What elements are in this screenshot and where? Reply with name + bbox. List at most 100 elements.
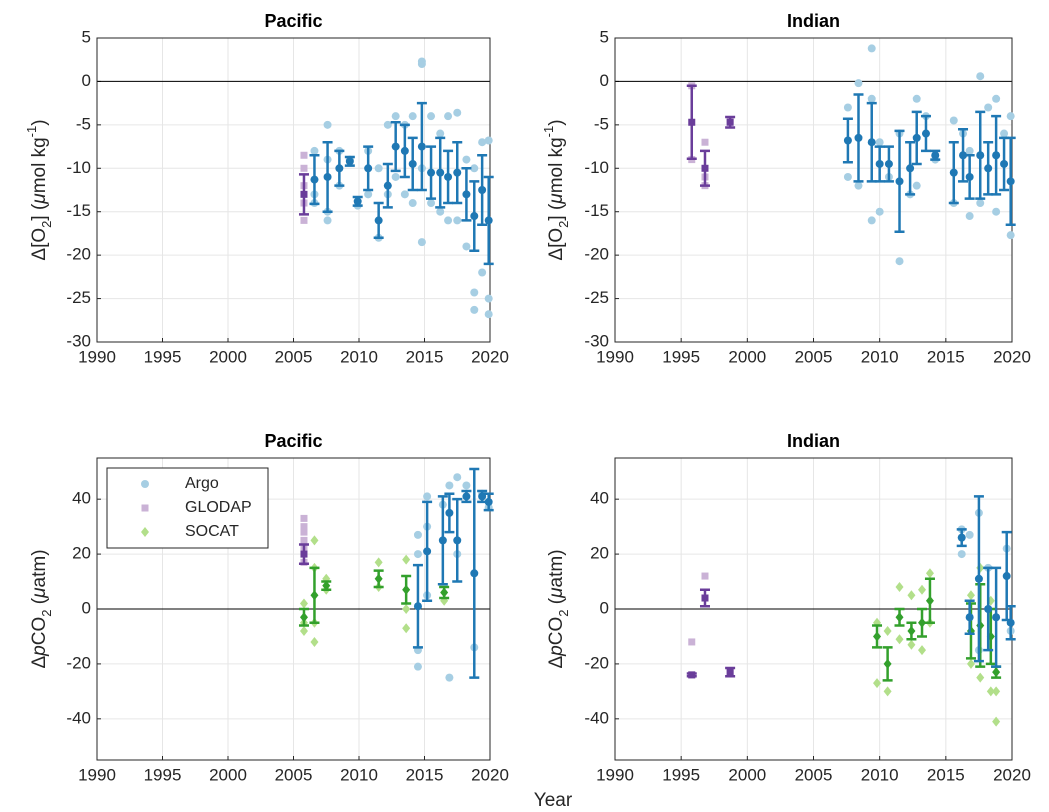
mean-marker <box>453 536 462 545</box>
point <box>867 94 876 103</box>
y-axis-label-part: μ <box>546 193 567 205</box>
y-axis-label-part: 2 <box>556 610 571 617</box>
mean-marker <box>345 157 354 166</box>
mean-marker <box>873 631 882 642</box>
point <box>688 638 696 646</box>
point <box>462 242 471 251</box>
point <box>966 590 975 601</box>
y-axis-label-part: CO <box>29 617 50 646</box>
mean-marker <box>965 172 974 181</box>
point <box>310 636 319 647</box>
x-tick-label: 1995 <box>662 347 700 366</box>
point <box>918 645 927 656</box>
point <box>484 136 493 145</box>
point <box>402 554 411 565</box>
point <box>992 716 1001 727</box>
point <box>408 199 417 208</box>
point <box>843 172 852 181</box>
x-tick-label: 1990 <box>596 765 634 784</box>
x-tick-label: 1995 <box>144 765 182 784</box>
mean-marker <box>906 164 915 173</box>
mean-marker <box>300 190 308 198</box>
point <box>966 658 975 669</box>
point <box>470 288 479 297</box>
point <box>453 216 462 225</box>
point <box>907 639 916 650</box>
x-tick-label: 2020 <box>993 347 1031 366</box>
mean-marker <box>408 159 417 168</box>
axes-box <box>614 457 1013 761</box>
mean-marker <box>984 164 993 173</box>
point <box>408 112 417 121</box>
x-tick-label: 2015 <box>406 765 444 784</box>
x-tick-label: 2010 <box>340 347 378 366</box>
mean-marker <box>310 175 319 184</box>
y-tick-label: 5 <box>600 27 609 46</box>
mean-marker <box>925 595 934 606</box>
point <box>300 523 308 531</box>
mean-marker <box>843 136 852 145</box>
y-tick-label: 40 <box>72 489 91 508</box>
y-axis-label-part: μ <box>29 587 50 599</box>
mean-marker <box>440 587 449 598</box>
mean-marker <box>992 151 1001 160</box>
x-tick-label: 2005 <box>275 765 313 784</box>
y-tick-label: -20 <box>66 653 91 672</box>
point <box>875 138 884 147</box>
x-tick-label: 2010 <box>861 347 899 366</box>
point <box>867 44 876 53</box>
mean-marker <box>462 190 471 199</box>
mean-marker <box>895 612 904 623</box>
point <box>986 686 995 697</box>
y-axis-label: ΔpCO2 (μatm) <box>546 549 571 668</box>
mean-marker <box>402 584 411 595</box>
point <box>453 473 462 482</box>
point <box>976 199 985 208</box>
subplot-title: Pacific <box>264 11 322 31</box>
point <box>445 673 454 682</box>
mean-marker <box>992 667 1001 678</box>
x-tick-label: 2000 <box>728 765 766 784</box>
legend-label: Argo <box>185 475 219 492</box>
point <box>300 151 308 159</box>
legend-label: SOCAT <box>185 523 239 540</box>
mean-marker <box>436 168 445 177</box>
mean-marker <box>484 497 493 506</box>
point <box>470 164 479 173</box>
y-tick-label: -15 <box>584 201 609 220</box>
mean-marker <box>688 118 696 126</box>
mean-marker <box>470 212 479 221</box>
y-tick-label: 0 <box>600 598 609 617</box>
x-tick-label: 2000 <box>209 765 247 784</box>
mean-marker <box>335 164 344 173</box>
mean-marker <box>701 594 709 602</box>
y-axis-label-part: Δ <box>29 656 50 669</box>
point <box>300 216 308 224</box>
point <box>445 481 454 490</box>
y-axis-label: Δ[O2] (μmol kg-1) <box>541 119 571 260</box>
mean-marker <box>726 668 734 676</box>
point <box>436 207 445 216</box>
y-axis-label-part: 2 <box>39 221 54 228</box>
point <box>854 181 863 190</box>
mean-marker <box>400 146 409 155</box>
mean-marker <box>445 508 454 517</box>
x-tick-label: 1990 <box>78 347 116 366</box>
y-tick-label: 0 <box>600 71 609 90</box>
x-tick-label: 2005 <box>275 347 313 366</box>
mean-marker <box>883 658 892 669</box>
mean-marker <box>992 613 1001 622</box>
mean-marker <box>854 133 863 142</box>
mean-marker <box>427 168 436 177</box>
x-tick-label: 2015 <box>406 347 444 366</box>
point <box>701 572 709 580</box>
point <box>873 678 882 689</box>
y-axis-label-part: p <box>29 645 50 657</box>
point <box>299 598 308 609</box>
point <box>444 112 453 121</box>
x-tick-label: 2015 <box>927 765 965 784</box>
legend-marker <box>141 480 149 488</box>
point <box>918 584 927 595</box>
point <box>1006 112 1015 121</box>
